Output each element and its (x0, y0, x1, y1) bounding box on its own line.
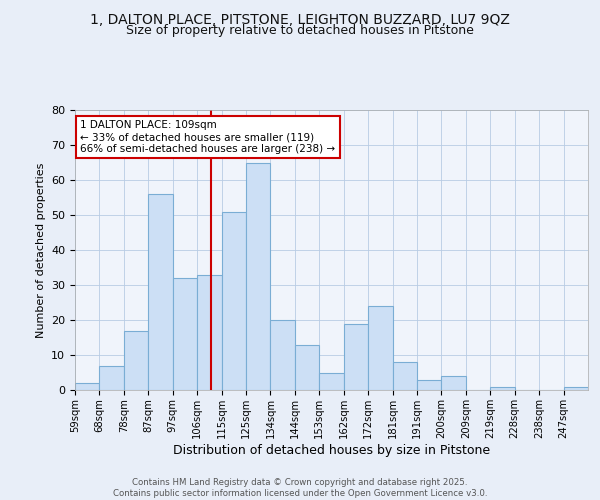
Bar (392, 362, 417, 390)
Bar (368, 306, 392, 390)
Bar (197, 274, 221, 390)
Bar (148, 194, 173, 390)
Bar (173, 278, 197, 390)
Bar (319, 372, 344, 390)
Bar (490, 386, 515, 390)
Text: Contains HM Land Registry data © Crown copyright and database right 2025.
Contai: Contains HM Land Registry data © Crown c… (113, 478, 487, 498)
Bar (75, 383, 100, 390)
Bar (124, 330, 148, 390)
Bar (100, 366, 124, 390)
Bar (442, 376, 466, 390)
Y-axis label: Number of detached properties: Number of detached properties (35, 162, 46, 338)
Bar (246, 162, 271, 390)
Text: Size of property relative to detached houses in Pitstone: Size of property relative to detached ho… (126, 24, 474, 37)
Text: 1, DALTON PLACE, PITSTONE, LEIGHTON BUZZARD, LU7 9QZ: 1, DALTON PLACE, PITSTONE, LEIGHTON BUZZ… (90, 12, 510, 26)
Bar (344, 324, 368, 390)
Bar (563, 386, 588, 390)
Bar (271, 320, 295, 390)
Bar (417, 380, 442, 390)
Text: 1 DALTON PLACE: 109sqm
← 33% of detached houses are smaller (119)
66% of semi-de: 1 DALTON PLACE: 109sqm ← 33% of detached… (80, 120, 335, 154)
Bar (295, 344, 319, 390)
Bar (221, 212, 246, 390)
X-axis label: Distribution of detached houses by size in Pitstone: Distribution of detached houses by size … (173, 444, 490, 456)
